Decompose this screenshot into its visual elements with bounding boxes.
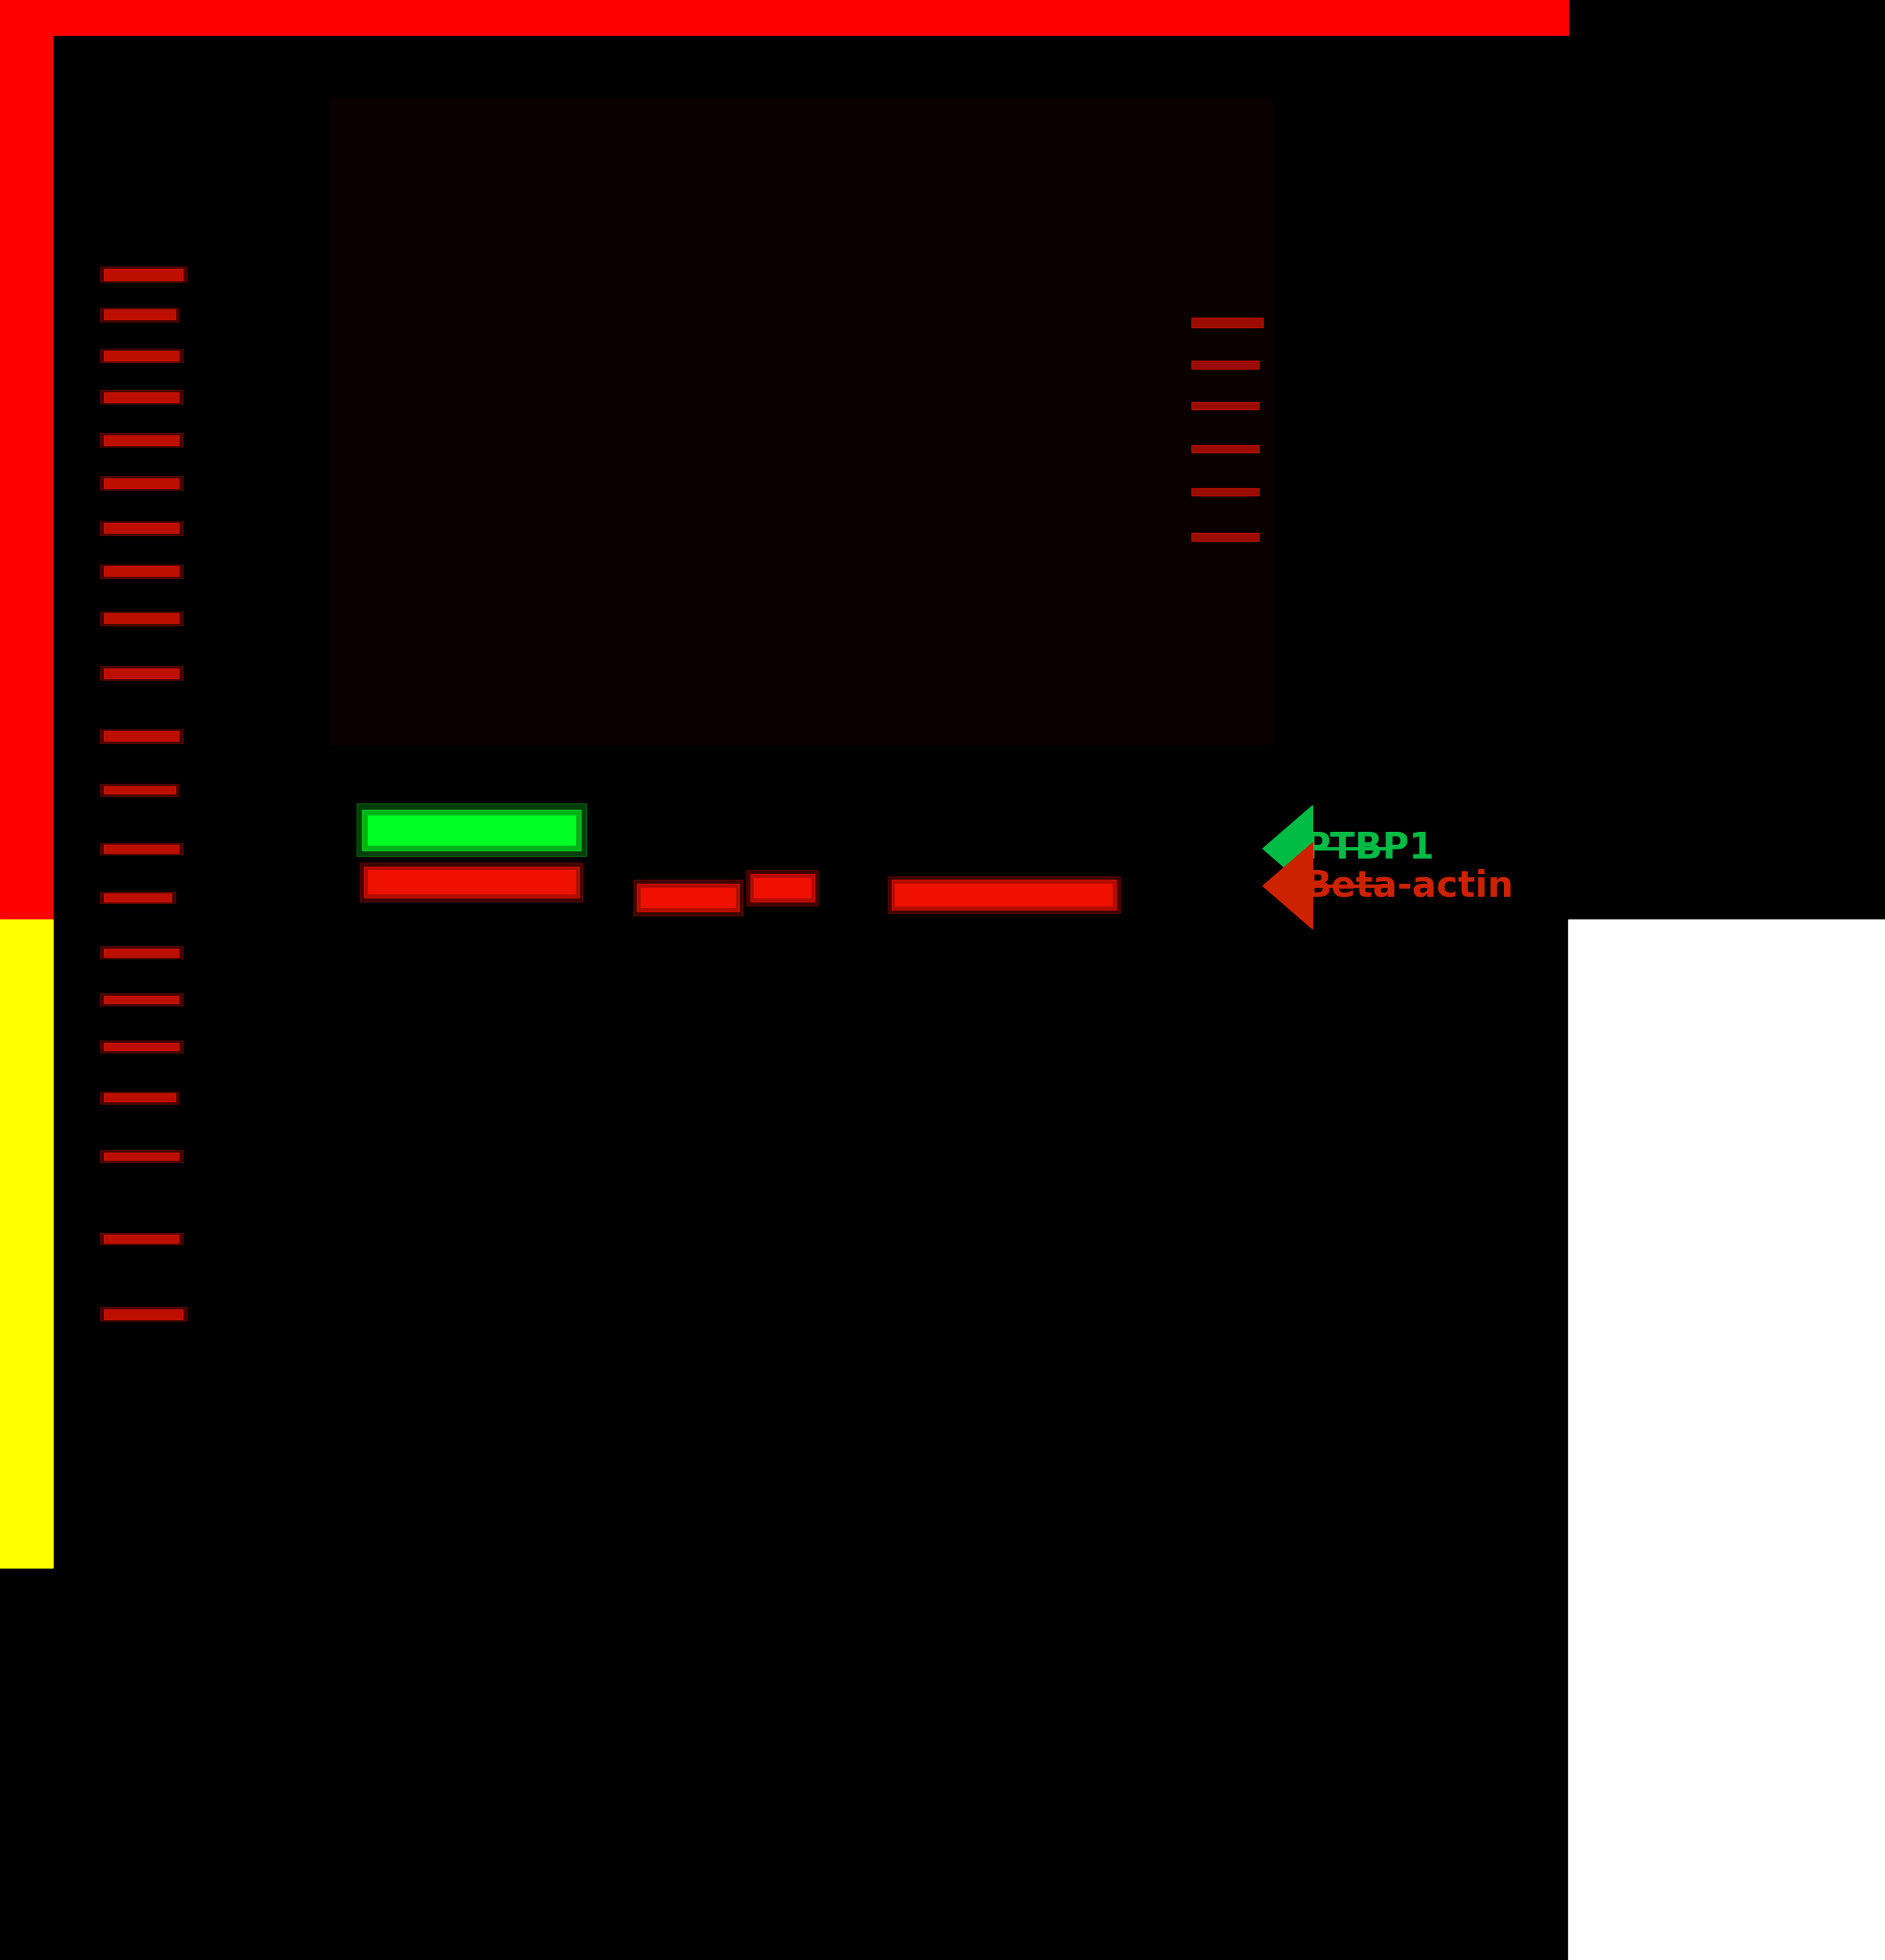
Bar: [100, 267, 187, 282]
Bar: [104, 392, 179, 402]
Bar: [100, 1307, 187, 1321]
Polygon shape: [1263, 843, 1312, 929]
Bar: [100, 433, 183, 447]
Bar: [104, 478, 179, 488]
Bar: [104, 435, 179, 445]
Bar: [892, 880, 1116, 909]
Bar: [104, 996, 179, 1004]
Bar: [330, 98, 1272, 745]
Bar: [1191, 445, 1259, 453]
Bar: [750, 874, 814, 902]
Bar: [104, 786, 175, 794]
Bar: [0, 919, 53, 1568]
Bar: [104, 668, 179, 678]
Bar: [104, 1152, 179, 1160]
Bar: [100, 564, 183, 578]
Bar: [746, 870, 818, 906]
Bar: [100, 476, 183, 490]
Bar: [104, 310, 175, 319]
Text: Beta-actin: Beta-actin: [1304, 868, 1514, 904]
Bar: [641, 888, 735, 907]
Bar: [100, 1041, 183, 1053]
Bar: [356, 804, 586, 857]
Bar: [368, 870, 575, 894]
Text: PTBP1: PTBP1: [1304, 831, 1434, 866]
Bar: [100, 843, 183, 855]
Bar: [100, 308, 179, 321]
Bar: [100, 390, 183, 404]
Bar: [0, 0, 53, 919]
Bar: [100, 892, 175, 904]
Bar: [104, 1043, 179, 1051]
Bar: [104, 1309, 183, 1319]
Bar: [895, 884, 1112, 906]
Bar: [360, 862, 582, 902]
Bar: [104, 613, 179, 623]
Bar: [100, 784, 179, 796]
Bar: [100, 1233, 183, 1245]
Bar: [100, 612, 183, 625]
Polygon shape: [1263, 806, 1312, 892]
Bar: [100, 729, 183, 743]
Bar: [104, 566, 179, 576]
Bar: [1191, 533, 1259, 541]
Bar: [362, 809, 581, 851]
Bar: [633, 880, 743, 915]
Bar: [1191, 318, 1263, 327]
Bar: [1191, 361, 1259, 368]
Bar: [0, 0, 1568, 35]
Bar: [104, 845, 179, 853]
Bar: [100, 994, 183, 1005]
Bar: [637, 884, 739, 911]
Bar: [104, 1094, 175, 1102]
Bar: [104, 1235, 179, 1243]
Bar: [100, 666, 183, 680]
Bar: [104, 949, 179, 956]
Bar: [104, 731, 179, 741]
Bar: [888, 876, 1120, 913]
Bar: [364, 866, 579, 898]
Bar: [1191, 402, 1259, 410]
Bar: [100, 521, 183, 535]
Bar: [100, 947, 183, 958]
Bar: [100, 1092, 179, 1103]
Bar: [104, 894, 172, 902]
Bar: [104, 523, 179, 533]
Bar: [754, 878, 811, 898]
Bar: [104, 351, 179, 361]
Bar: [100, 1151, 183, 1162]
Bar: [368, 815, 575, 845]
Bar: [100, 349, 183, 363]
Bar: [104, 269, 183, 280]
Bar: [1568, 919, 1885, 1960]
Bar: [1191, 488, 1259, 496]
